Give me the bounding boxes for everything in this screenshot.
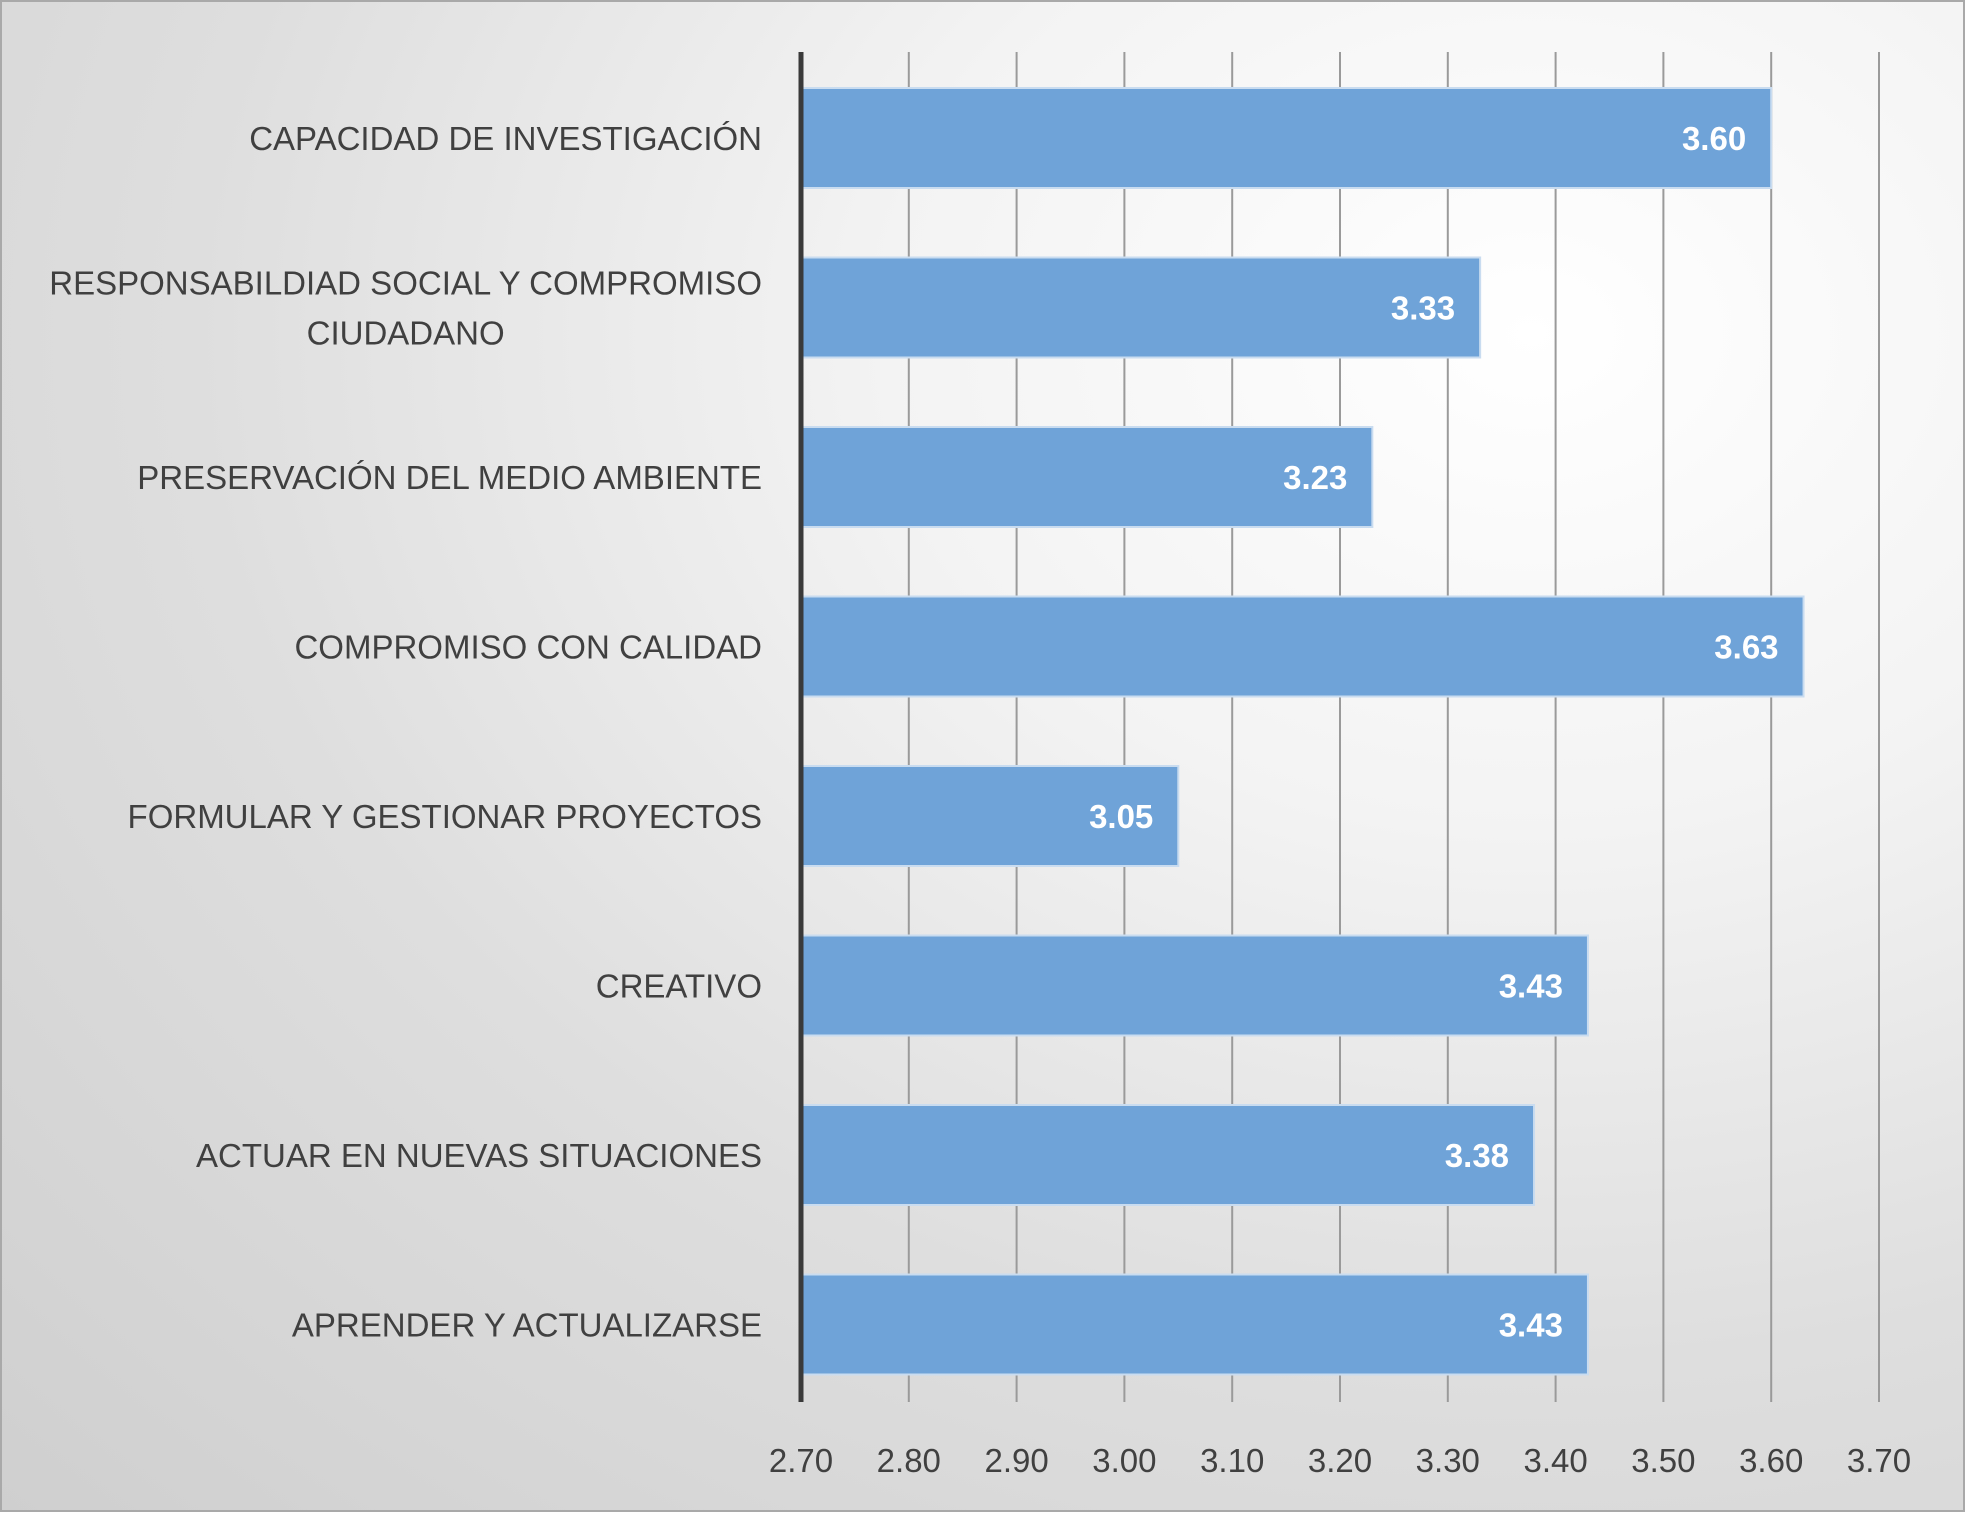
x-tick-label: 2.80 <box>877 1442 941 1479</box>
bar <box>800 256 1482 359</box>
category-label-line: CIUDADANO <box>307 315 505 352</box>
x-tick-labels: 2.70 2.80 2.90 3.00 3.10 3.20 3.30 3.40 3.50 3.60… <box>769 1442 1911 1479</box>
x-tick-label: 3.20 <box>1308 1442 1372 1479</box>
bar-value-label: 3.60 <box>1682 120 1746 157</box>
bar-value-label: 3.23 <box>1283 459 1347 496</box>
category-label: FORMULAR Y GESTIONAR PROYECTOS <box>128 798 762 835</box>
category-label: CAPACIDAD DE INVESTIGACIÓN <box>249 120 762 157</box>
x-tick-label: 2.90 <box>984 1442 1048 1479</box>
bar <box>800 1273 1589 1376</box>
bar <box>800 426 1374 528</box>
x-tick-label: 3.10 <box>1200 1442 1264 1479</box>
x-tick-label: 3.30 <box>1416 1442 1480 1479</box>
category-label-line: RESPONSABILDIAD SOCIAL Y COMPROMISO <box>49 265 762 302</box>
bar <box>800 1104 1536 1206</box>
bar-value-label: 3.43 <box>1499 1307 1563 1344</box>
bar-value-label: 3.63 <box>1714 629 1778 666</box>
category-label: PRESERVACIÓN DEL MEDIO AMBIENTE <box>137 459 762 496</box>
bar <box>800 934 1589 1037</box>
x-tick-label: 3.50 <box>1631 1442 1695 1479</box>
x-tick-label: 3.60 <box>1739 1442 1803 1479</box>
category-label: APRENDER Y ACTUALIZARSE <box>292 1307 762 1344</box>
bar <box>800 595 1805 698</box>
x-tick-label: 3.40 <box>1523 1442 1587 1479</box>
bar-value-label: 3.05 <box>1089 798 1153 835</box>
category-label: RESPONSABILDIAD SOCIAL Y COMPROMISO CIUDA… <box>49 265 762 352</box>
category-label: COMPROMISO CON CALIDAD <box>294 629 762 666</box>
x-tick-label: 3.70 <box>1847 1442 1911 1479</box>
x-tick-label: 2.70 <box>769 1442 833 1479</box>
category-label: ACTUAR EN NUEVAS SITUACIONES <box>196 1137 762 1174</box>
category-label: CREATIVO <box>596 968 762 1005</box>
category-labels: CAPACIDAD DE INVESTIGACIÓN RESPONSABILDIA… <box>49 120 762 1344</box>
bar <box>800 87 1773 189</box>
bar-value-label: 3.43 <box>1499 968 1563 1005</box>
bar-value-label: 3.38 <box>1445 1137 1509 1174</box>
bars: 3.60 3.33 3.23 3.63 3.05 3.43 3.38 3.43 <box>800 87 1805 1376</box>
bar-value-label: 3.33 <box>1391 290 1455 327</box>
x-tick-label: 3.00 <box>1092 1442 1156 1479</box>
